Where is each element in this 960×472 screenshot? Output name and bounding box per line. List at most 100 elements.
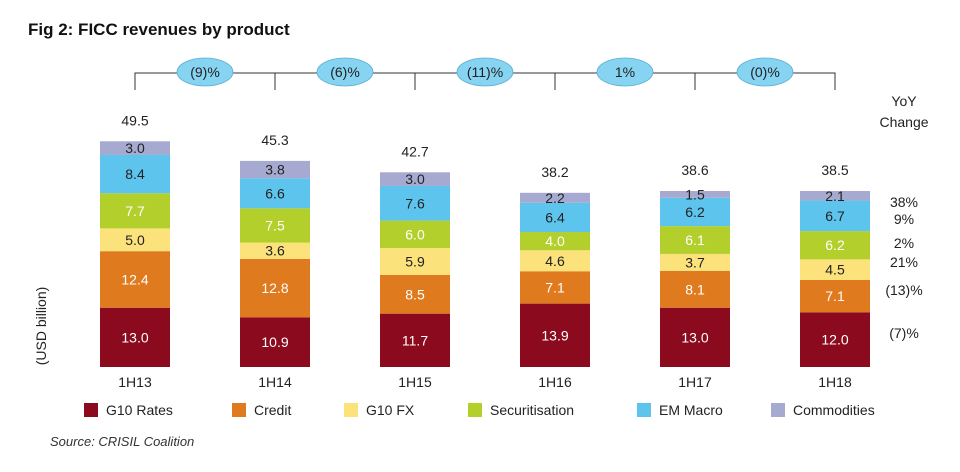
segment-label: 6.6 bbox=[265, 185, 285, 201]
bar-segment bbox=[520, 303, 590, 367]
change-bubble-label: (9)% bbox=[190, 64, 220, 80]
change-bubble bbox=[596, 57, 654, 87]
bar-segment bbox=[800, 279, 870, 313]
yoy-change-g10-rates: (7)% bbox=[889, 325, 919, 341]
segment-label: 6.0 bbox=[405, 226, 425, 242]
segment-label: 2.1 bbox=[825, 188, 845, 204]
segment-label: 7.7 bbox=[125, 203, 145, 219]
legend-label: Securitisation bbox=[490, 402, 574, 418]
bar-segment bbox=[660, 197, 730, 227]
bar-segment bbox=[520, 250, 590, 272]
yoy-header: Change bbox=[879, 114, 928, 130]
bar-segment bbox=[380, 220, 450, 248]
bar-segment bbox=[240, 317, 310, 367]
legend-swatch bbox=[84, 403, 98, 417]
total-label: 38.2 bbox=[541, 164, 568, 180]
bar-segment bbox=[520, 232, 590, 251]
legend-swatch bbox=[344, 403, 358, 417]
segment-label: 10.9 bbox=[261, 334, 288, 350]
bar-segment bbox=[240, 242, 310, 259]
change-bubble bbox=[736, 57, 794, 87]
segment-label: 5.9 bbox=[405, 253, 425, 269]
total-label: 45.3 bbox=[261, 132, 288, 148]
segment-label: 7.6 bbox=[405, 195, 425, 211]
bar-segment bbox=[240, 160, 310, 179]
bar-segment bbox=[800, 312, 870, 367]
segment-label: 2.2 bbox=[545, 190, 565, 206]
change-bubble bbox=[316, 57, 374, 87]
yoy-change-column: YoY Change 38%9% 2% 21% (13)% (7)% bbox=[879, 93, 928, 341]
segment-label: 3.6 bbox=[265, 243, 285, 259]
total-label: 38.5 bbox=[821, 162, 848, 178]
legend: G10 Rates Credit G10 FX Securitisation EM Ma… bbox=[84, 402, 875, 418]
bar-segment bbox=[660, 270, 730, 308]
segment-label: 6.2 bbox=[685, 204, 705, 220]
segment-label: 6.2 bbox=[825, 237, 845, 253]
segment-label: 3.8 bbox=[265, 162, 285, 178]
bar-segment bbox=[380, 274, 450, 314]
bar-segment bbox=[520, 271, 590, 304]
bar-segment bbox=[520, 202, 590, 233]
segment-label: 11.7 bbox=[402, 332, 428, 348]
legend-swatch bbox=[637, 403, 651, 417]
bar-segment bbox=[100, 251, 170, 308]
x-tick-label: 1H16 bbox=[538, 374, 572, 390]
x-tick-label: 1H15 bbox=[398, 374, 432, 390]
segment-label: 13.0 bbox=[681, 329, 708, 345]
segment-label: 6.7 bbox=[825, 208, 845, 224]
x-tick-label: 1H18 bbox=[818, 374, 852, 390]
segment-label: 12.0 bbox=[821, 332, 848, 348]
yoy-change-g10-fx: 21% bbox=[890, 254, 918, 270]
segment-label: 4.5 bbox=[825, 262, 845, 278]
bar-segment bbox=[100, 141, 170, 155]
legend-swatch bbox=[468, 403, 482, 417]
segment-label: 7.1 bbox=[825, 288, 845, 304]
segment-label: 3.0 bbox=[405, 171, 425, 187]
bar-segment bbox=[380, 172, 450, 186]
legend-label: G10 Rates bbox=[106, 402, 173, 418]
total-label: 42.7 bbox=[401, 143, 428, 159]
legend-swatch bbox=[232, 403, 246, 417]
segment-label: 13.9 bbox=[541, 327, 568, 343]
segment-label: 8.1 bbox=[685, 281, 705, 297]
legend-label: EM Macro bbox=[659, 402, 723, 418]
bar-segment bbox=[800, 231, 870, 260]
change-bubble-label: 1% bbox=[615, 64, 635, 80]
x-tick-label: 1H14 bbox=[258, 374, 292, 390]
bar-segment bbox=[100, 228, 170, 252]
total-label: 38.6 bbox=[681, 162, 708, 178]
legend-label: Credit bbox=[254, 402, 291, 418]
bar-segment bbox=[380, 313, 450, 367]
total-label: 49.5 bbox=[121, 112, 148, 128]
yoy-change-commodities: 38% bbox=[890, 194, 918, 210]
yoy-change-securitisation: 2% bbox=[894, 235, 914, 251]
segment-label: 6.1 bbox=[685, 232, 705, 248]
bar-segment bbox=[100, 307, 170, 367]
change-bubble-label: (0)% bbox=[750, 64, 780, 80]
chart-title: Fig 2: FICC revenues by product bbox=[28, 20, 290, 39]
change-bubble-label: (6)% bbox=[330, 64, 360, 80]
change-bubble bbox=[176, 57, 234, 87]
legend-swatch bbox=[771, 403, 785, 417]
period-change-bubbles: (9)% (6)% (11)% 1% (0)% bbox=[134, 57, 836, 90]
segment-label: 12.8 bbox=[261, 280, 288, 296]
bar-segment bbox=[240, 258, 310, 318]
segment-label: 3.7 bbox=[685, 254, 705, 270]
segment-label: 8.4 bbox=[125, 166, 145, 182]
bar-segment bbox=[520, 192, 590, 203]
bar-segment bbox=[660, 307, 730, 367]
bar-segment bbox=[660, 253, 730, 271]
legend-label: Commodities bbox=[793, 402, 875, 418]
x-tick-label: 1H17 bbox=[678, 374, 712, 390]
segment-label: 7.5 bbox=[265, 217, 285, 233]
bar-segment bbox=[380, 247, 450, 275]
bar-segment bbox=[380, 185, 450, 221]
bar-segment bbox=[660, 190, 730, 198]
change-bubble bbox=[456, 57, 514, 87]
legend-label: G10 FX bbox=[366, 402, 415, 418]
yoy-header: YoY bbox=[891, 93, 917, 109]
source-note: Source: CRISIL Coalition bbox=[50, 434, 194, 449]
segment-label: 13.0 bbox=[121, 329, 148, 345]
x-tick-label: 1H13 bbox=[118, 374, 152, 390]
